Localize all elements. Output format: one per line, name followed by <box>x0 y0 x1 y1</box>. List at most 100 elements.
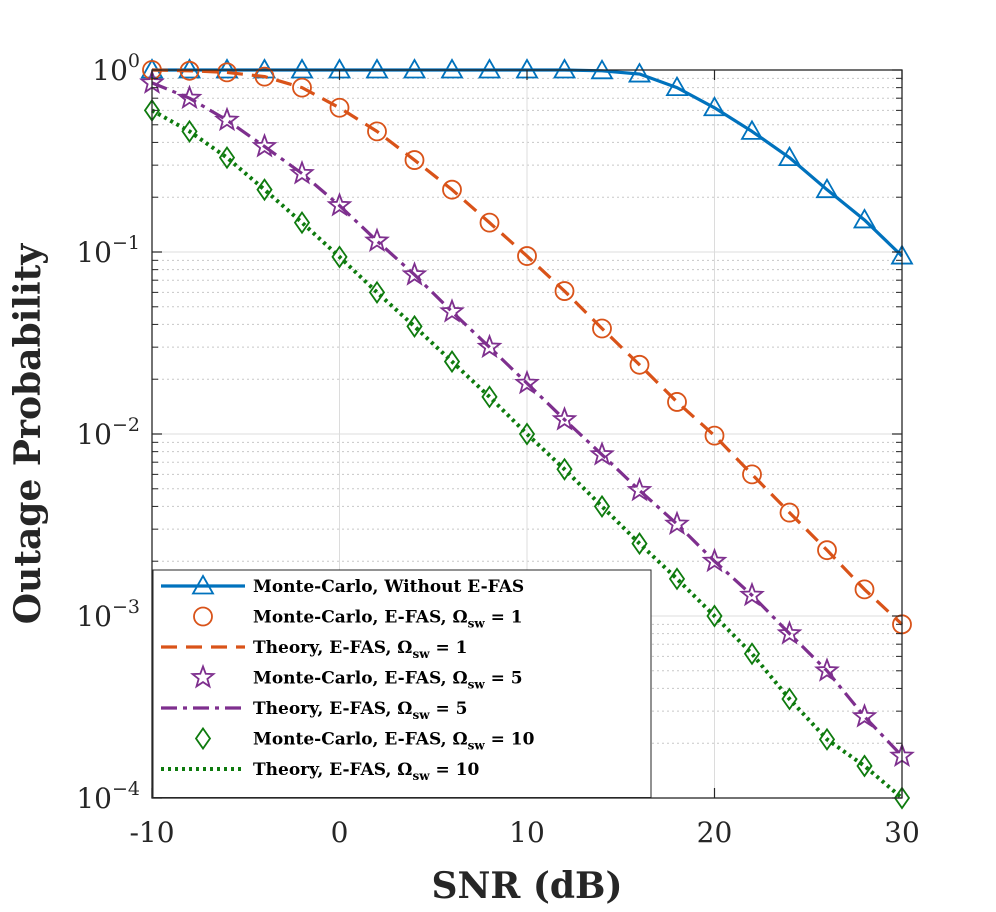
point-mc-without <box>290 58 314 79</box>
x-tick-labels: -10 0 10 20 30 <box>129 816 919 849</box>
legend-label: Theory, E-FAS, Ωsw = 5 <box>253 699 467 722</box>
point-mc-efas-1 <box>367 121 387 142</box>
point-mc-efas-10 <box>481 385 498 409</box>
point-mc-efas-5 <box>551 406 578 431</box>
point-mc-efas-1 <box>704 425 725 446</box>
x-tick-label: -10 <box>129 816 174 849</box>
legend-item-mc-without: Monte-Carlo, Without E-FAS <box>161 574 524 597</box>
point-mc-without <box>815 177 839 199</box>
point-mc-without <box>365 58 389 79</box>
series-layer <box>139 58 915 810</box>
legend-item-mc-efas-5: Monte-Carlo, E-FAS, Ωsw = 5 <box>190 663 523 692</box>
point-mc-efas-1 <box>629 354 650 375</box>
point-mc-without <box>440 58 464 79</box>
legend-marker-sample <box>191 574 215 595</box>
series-line-th-efas-10 <box>151 108 904 800</box>
legend-label: Theory, E-FAS, Ωsw = 1 <box>253 638 467 661</box>
point-mc-without <box>740 119 764 140</box>
y-tick-label: 100 <box>92 50 140 87</box>
point-mc-efas-10 <box>368 280 386 304</box>
y-tick-label: 10−1 <box>76 232 140 269</box>
legend-label: Monte-Carlo, Without E-FAS <box>253 577 524 597</box>
legend-item-mc-efas-10: Monte-Carlo, E-FAS, Ωsw = 10 <box>194 726 535 753</box>
series-th-efas-5 <box>151 81 904 758</box>
point-mc-efas-5 <box>851 703 878 728</box>
point-mc-efas-1 <box>667 392 687 412</box>
point-mc-efas-5 <box>289 159 315 185</box>
point-mc-efas-10 <box>631 532 648 556</box>
point-mc-efas-1 <box>292 77 312 98</box>
point-mc-efas-5 <box>176 84 203 110</box>
series-mc-efas-5 <box>139 69 915 768</box>
legend-label: Monte-Carlo, E-FAS, Ωsw = 5 <box>253 669 523 692</box>
point-mc-efas-5 <box>251 132 278 158</box>
legend-marker-sample <box>193 606 213 627</box>
point-mc-efas-10 <box>256 178 273 202</box>
point-mc-efas-1 <box>854 579 875 600</box>
point-mc-efas-1 <box>554 281 575 301</box>
point-mc-efas-10 <box>856 754 873 778</box>
legend-marker-sample <box>194 726 212 751</box>
point-mc-efas-5 <box>326 191 353 217</box>
legend-label: Theory, E-FAS, Ωsw = 10 <box>253 760 479 783</box>
point-mc-efas-10 <box>668 567 686 591</box>
point-mc-efas-1 <box>442 179 462 200</box>
legend-item-mc-efas-1: Monte-Carlo, E-FAS, Ωsw = 1 <box>193 606 523 631</box>
point-mc-efas-5 <box>776 620 803 645</box>
point-mc-efas-5 <box>814 657 840 682</box>
point-mc-efas-1 <box>779 502 800 523</box>
legend-box <box>152 569 652 798</box>
x-axis-label: SNR (dB) <box>431 865 622 907</box>
y-tick-label: 10−3 <box>76 596 140 633</box>
y-tick-label: 10−2 <box>76 414 140 451</box>
point-mc-efas-1 <box>742 464 762 485</box>
point-mc-efas-10 <box>406 314 423 338</box>
point-mc-without <box>177 58 202 79</box>
point-mc-without <box>402 58 427 79</box>
point-mc-efas-5 <box>401 261 428 286</box>
point-mc-efas-5 <box>364 227 390 252</box>
legend-item-th-efas-5: Theory, E-FAS, Ωsw = 5 <box>161 699 467 722</box>
point-mc-without <box>665 75 689 97</box>
point-mc-efas-5 <box>664 510 690 536</box>
point-mc-efas-1 <box>817 540 837 561</box>
point-mc-efas-10 <box>218 146 236 170</box>
point-mc-without <box>627 62 652 83</box>
point-mc-efas-10 <box>893 786 911 810</box>
point-mc-efas-10 <box>706 604 723 628</box>
y-tick-labels: 10−4 10−3 10−2 10−1 100 <box>76 50 140 815</box>
point-mc-efas-1 <box>479 212 500 233</box>
point-mc-efas-5 <box>626 476 653 502</box>
point-mc-efas-5 <box>476 333 503 359</box>
point-mc-without <box>215 58 239 79</box>
point-mc-efas-5 <box>589 441 615 466</box>
point-mc-efas-1 <box>329 97 350 118</box>
point-mc-efas-1 <box>517 246 537 266</box>
point-mc-efas-1 <box>404 150 425 170</box>
point-mc-efas-5 <box>739 581 765 607</box>
point-mc-without <box>777 145 802 167</box>
series-line-th-efas-1 <box>151 68 904 626</box>
series-th-efas-10 <box>151 108 904 800</box>
point-mc-without <box>852 208 877 229</box>
x-tick-label: 30 <box>884 816 920 849</box>
x-tick-label: 20 <box>697 816 733 849</box>
point-mc-efas-10 <box>556 457 573 481</box>
point-mc-efas-1 <box>592 318 612 339</box>
series-line-th-efas-5 <box>151 81 904 758</box>
legend-item-th-efas-10: Theory, E-FAS, Ωsw = 10 <box>161 760 479 783</box>
series-th-efas-1 <box>151 68 904 626</box>
y-axis-label: Outage Probability <box>7 243 49 624</box>
legend-label: Monte-Carlo, E-FAS, Ωsw = 10 <box>253 730 535 753</box>
point-mc-efas-5 <box>439 298 465 323</box>
legend-marker-sample <box>190 663 216 689</box>
point-mc-without <box>477 58 502 79</box>
y-tick-label: 10−4 <box>76 778 140 815</box>
legend: Monte-Carlo, Without E-FAS Monte-Carlo, E… <box>152 569 652 798</box>
legend-item-th-efas-1: Theory, E-FAS, Ωsw = 1 <box>161 638 467 661</box>
x-tick-label: 10 <box>509 816 545 849</box>
point-mc-without <box>702 95 727 117</box>
point-mc-without <box>552 58 577 79</box>
x-tick-label: 0 <box>331 816 349 849</box>
